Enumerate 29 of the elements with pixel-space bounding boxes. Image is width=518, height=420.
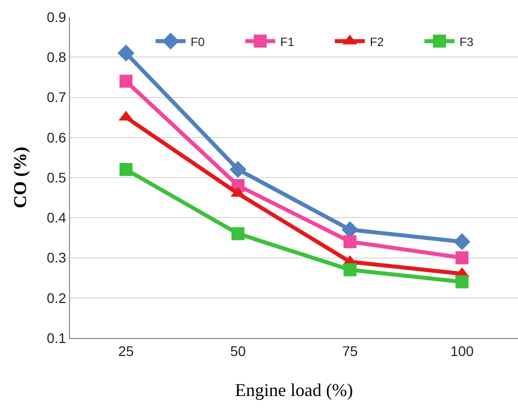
- x-tick-label: 75: [342, 342, 358, 359]
- point: [456, 251, 468, 264]
- point: [456, 275, 468, 288]
- y-axis-title: CO (%): [10, 146, 30, 208]
- point: [118, 44, 134, 62]
- y-tick-label: 0.1: [46, 330, 66, 346]
- y-tick-label: 0.4: [46, 210, 66, 226]
- y-tick-label: 0.6: [46, 129, 66, 146]
- y-tick-label: 0.8: [46, 49, 66, 66]
- point: [120, 74, 132, 88]
- x-tick-label: 50: [230, 342, 246, 359]
- y-tick-label: 0.5: [46, 169, 66, 186]
- legend-label: F0: [190, 34, 205, 49]
- y-tick-label: 0.7: [46, 89, 66, 106]
- point: [232, 227, 244, 240]
- y-tick-label: 0.2: [46, 290, 66, 306]
- x-axis-title: Engine load (%): [235, 380, 353, 400]
- y-tick-label: 0.3: [46, 250, 66, 266]
- legend-label: F3: [459, 34, 474, 49]
- legend-label: F1: [280, 34, 295, 49]
- x-tick-label: 100: [450, 342, 474, 359]
- point: [230, 161, 246, 178]
- point: [344, 235, 356, 248]
- y-tick-label: 0.9: [46, 8, 66, 25]
- point: [120, 162, 132, 176]
- legend-label: F2: [370, 34, 384, 49]
- point: [454, 233, 470, 250]
- x-tick-label: 25: [118, 342, 134, 359]
- point: [344, 263, 356, 276]
